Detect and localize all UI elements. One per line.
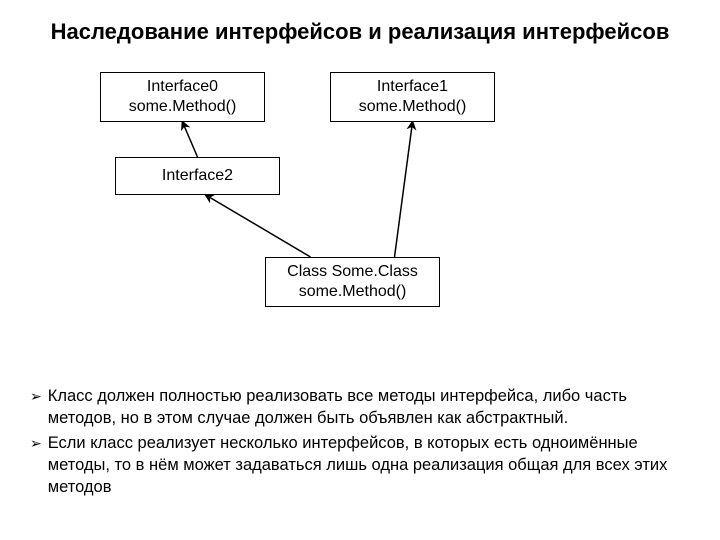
bullet-item: ➢ Если класс реализует несколько интерфе… — [30, 432, 690, 499]
bullet-text: Если класс реализует несколько интерфейс… — [48, 432, 690, 499]
bullet-text: Класс должен полностью реализовать все м… — [48, 385, 690, 430]
node-cls: Class Some.Classsome.Method() — [265, 257, 440, 307]
node-if1: Interface1some.Method() — [330, 72, 495, 122]
page-title: Наследование интерфейсов и реализация ин… — [0, 0, 720, 57]
bullet-item: ➢ Класс должен полностью реализовать все… — [30, 385, 690, 430]
bullet-marker-icon: ➢ — [30, 387, 48, 432]
node-line: some.Method() — [129, 97, 237, 117]
bullet-marker-icon: ➢ — [30, 434, 48, 501]
node-line: some.Method() — [299, 282, 407, 302]
node-line: Class Some.Class — [287, 262, 418, 282]
node-if2: Interface2 — [115, 157, 280, 195]
edge-cls-to-if1 — [395, 122, 413, 257]
edge-cls-to-if2 — [206, 195, 311, 257]
node-line: Interface1 — [377, 77, 448, 97]
node-line: Interface2 — [162, 166, 233, 186]
diagram-area: Interface0some.Method()Interface1some.Me… — [0, 57, 720, 337]
node-line: Interface0 — [147, 77, 218, 97]
node-line: some.Method() — [359, 97, 467, 117]
bullet-list: ➢ Класс должен полностью реализовать все… — [30, 385, 690, 500]
node-if0: Interface0some.Method() — [100, 72, 265, 122]
edge-if2-to-if0 — [183, 122, 198, 157]
